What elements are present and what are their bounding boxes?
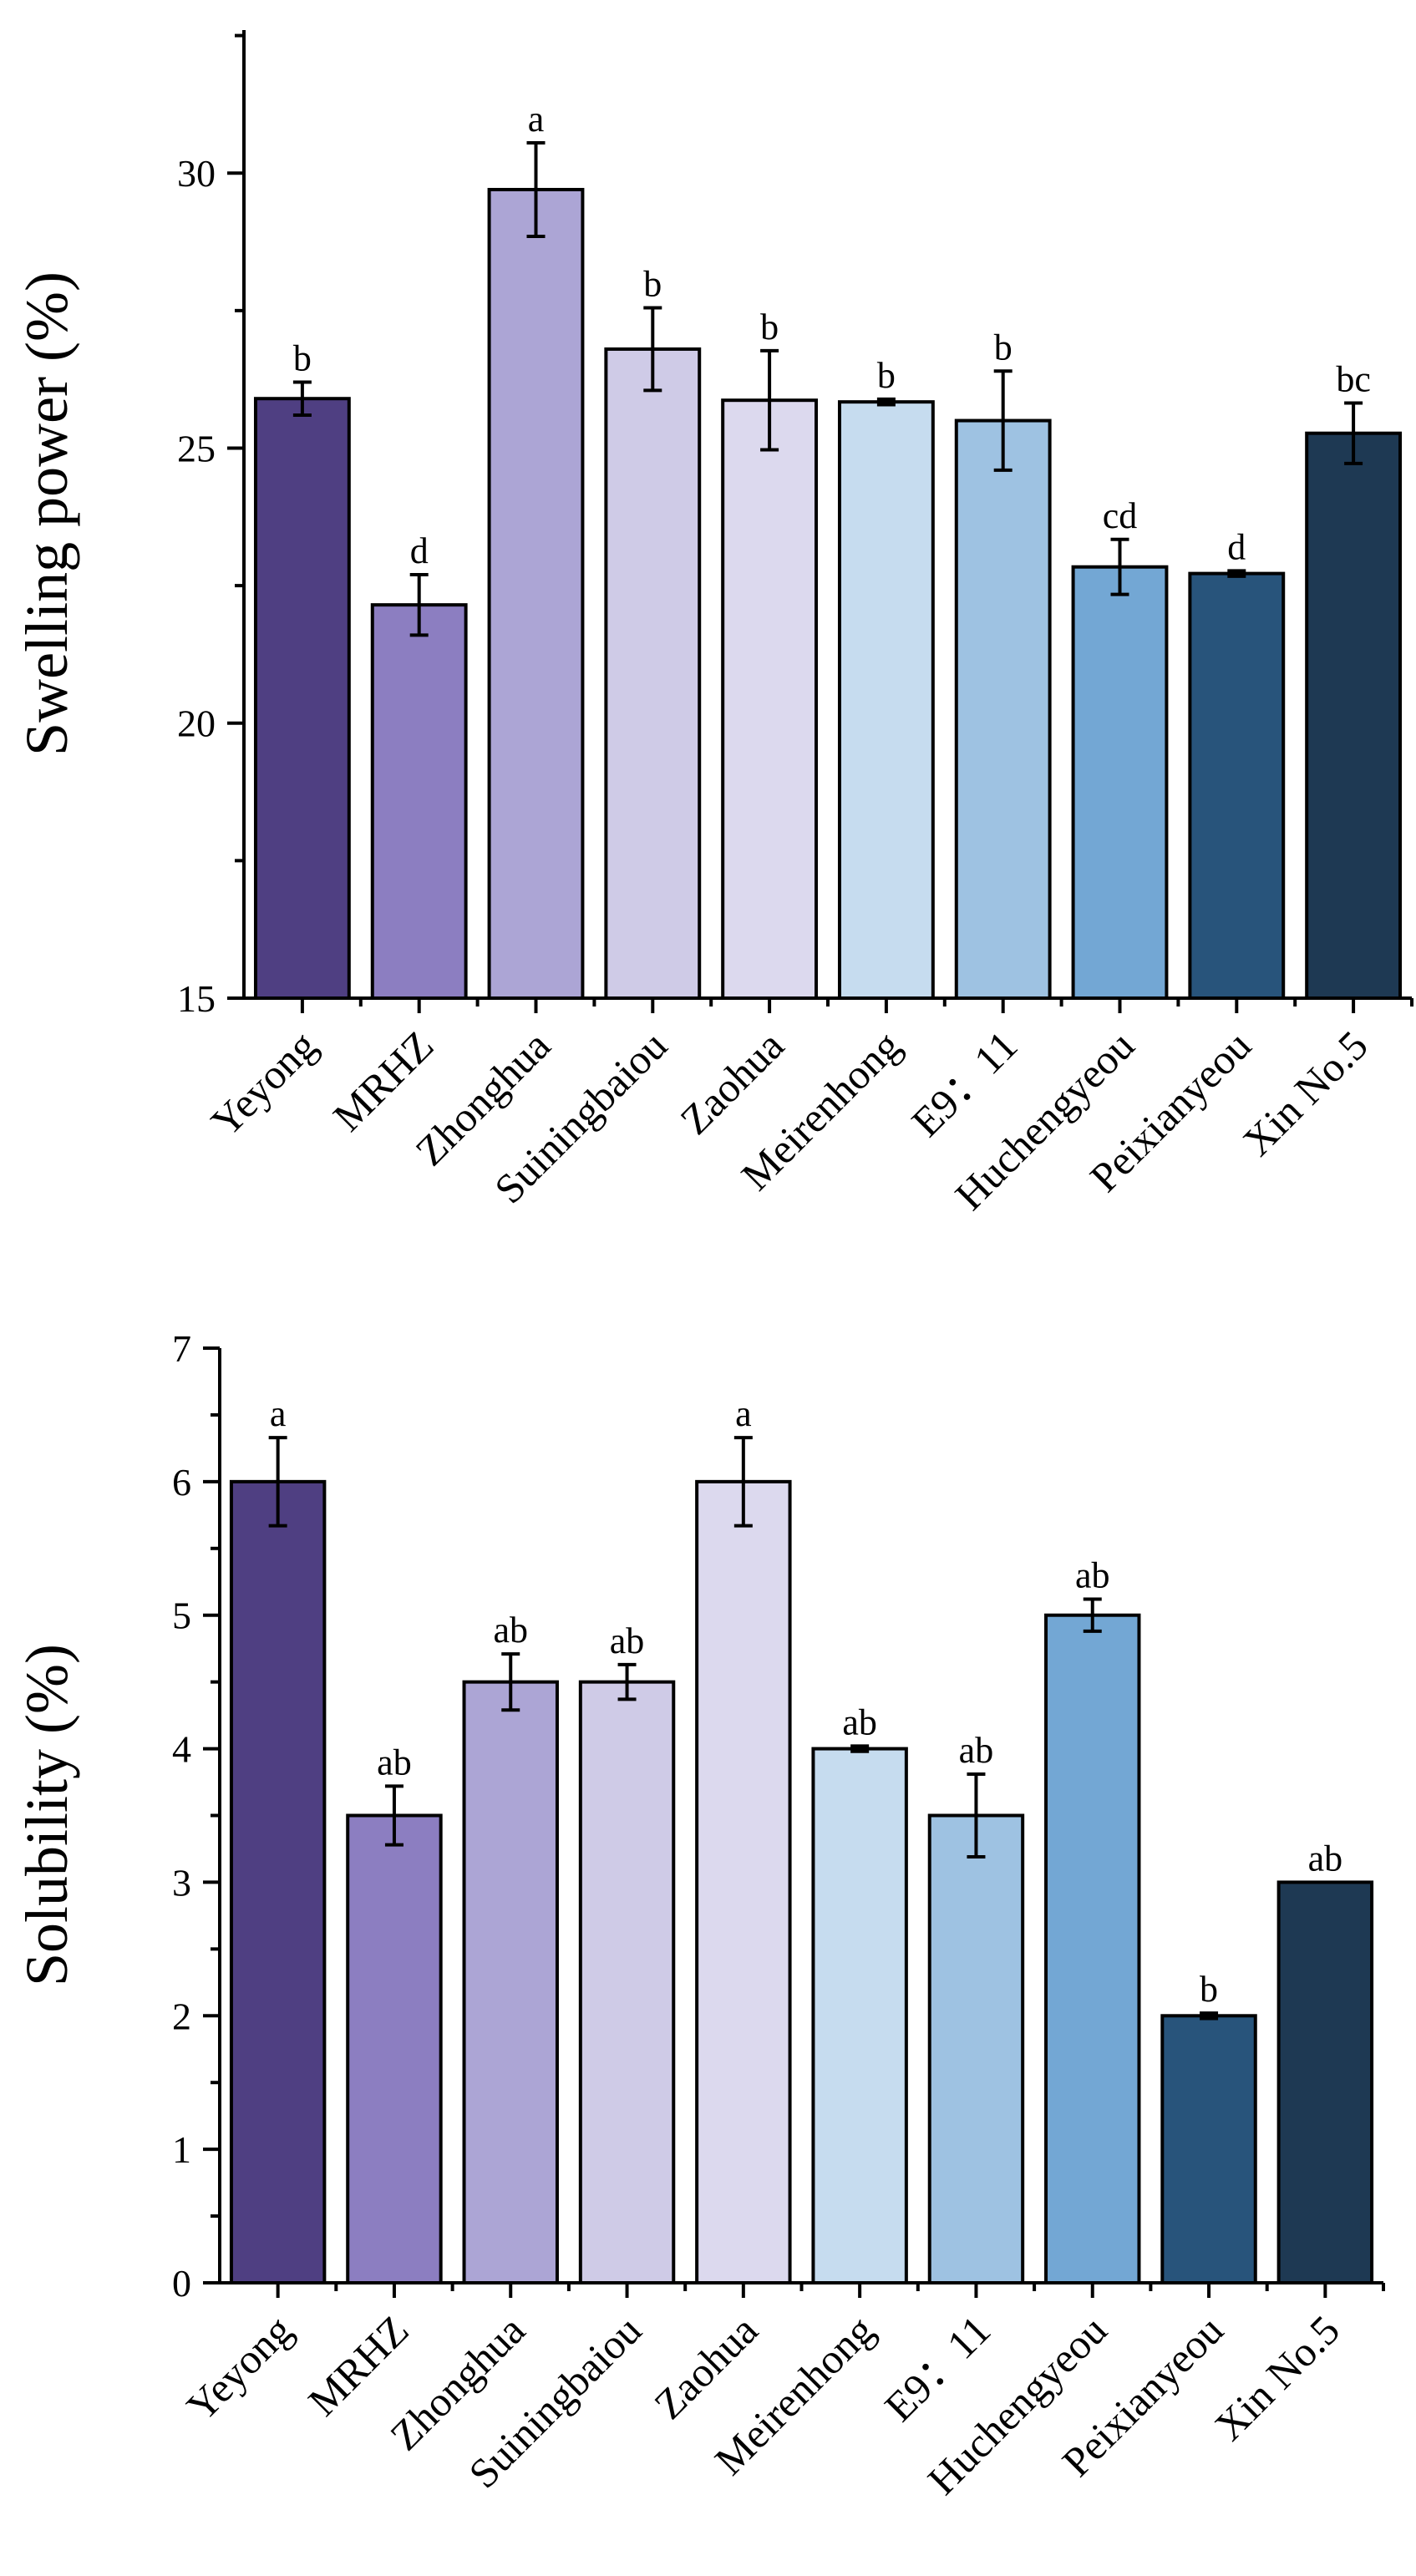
- bar-group: b: [1160, 1969, 1257, 2284]
- bar-group: a: [487, 99, 585, 1000]
- bar: [370, 603, 468, 1000]
- bar-group: cd: [1071, 495, 1169, 1000]
- bar: [604, 347, 702, 1000]
- bar-group: ab: [462, 1610, 559, 2284]
- chart-swelling-power: bYeyongdMRHZaZhonghuabSuiningbaioubZaohu…: [13, 30, 1413, 1219]
- bar: [721, 398, 819, 1000]
- bar: [346, 1813, 443, 2284]
- y-tick-label: 25: [177, 427, 216, 469]
- bar: [695, 1479, 792, 2285]
- bar: [837, 400, 935, 1000]
- bar: [1276, 1880, 1374, 2284]
- bar: [811, 1747, 908, 2285]
- bar: [229, 1479, 327, 2285]
- x-tick-label: Xin No.5: [1234, 1022, 1377, 1164]
- significance-letter: ab: [1075, 1555, 1110, 1596]
- significance-letter: ab: [610, 1620, 645, 1661]
- y-tick-label: 7: [172, 1327, 191, 1370]
- bar-group: ab: [346, 1742, 443, 2284]
- significance-letter: d: [1227, 526, 1246, 567]
- significance-letter: b: [760, 307, 779, 347]
- y-tick-label: 15: [177, 977, 216, 1020]
- significance-letter: b: [643, 264, 662, 305]
- y-tick-label: 30: [177, 152, 216, 195]
- significance-letter: b: [293, 337, 312, 378]
- x-tick-label: Yeyong: [177, 2306, 301, 2430]
- bar-group: ab: [811, 1701, 908, 2285]
- y-tick-label: 0: [172, 2262, 191, 2305]
- bar: [1160, 2014, 1257, 2284]
- bar-group: b: [837, 355, 935, 1000]
- significance-letter: ab: [959, 1730, 994, 1771]
- bar-group: b: [604, 264, 702, 1000]
- significance-letter: d: [410, 530, 429, 571]
- y-tick-label: 5: [172, 1595, 191, 1637]
- bar-group: a: [695, 1393, 792, 2285]
- y-tick-label: 6: [172, 1461, 191, 1504]
- significance-letter: ab: [493, 1610, 528, 1651]
- y-tick-label: 3: [172, 1861, 191, 1904]
- significance-letter: ab: [842, 1701, 877, 1742]
- significance-letter: a: [528, 99, 545, 139]
- y-tick-label: 20: [177, 702, 216, 745]
- bar: [954, 418, 1052, 1000]
- significance-letter: b: [994, 327, 1013, 368]
- bar: [578, 1680, 676, 2284]
- chart-solubility: aYeyongabMRHZabZhonghuaabSuiningbaiouaZa…: [13, 1327, 1385, 2503]
- bar: [1071, 565, 1169, 1000]
- bar: [1305, 431, 1403, 1000]
- y-tick-label: 1: [172, 2128, 191, 2171]
- bar: [487, 187, 585, 1000]
- significance-letter: b: [877, 355, 896, 396]
- bar-group: ab: [927, 1730, 1025, 2284]
- bar: [1044, 1613, 1141, 2284]
- bar-group: d: [370, 530, 468, 1000]
- bar-group: bc: [1305, 358, 1403, 1000]
- bar-group: ab: [1044, 1555, 1141, 2284]
- x-tick-label: Xin No.5: [1205, 2306, 1348, 2449]
- y-axis-title: Swelling power (%): [13, 271, 80, 756]
- significance-letter: ab: [377, 1742, 412, 1782]
- bar-group: ab: [1276, 1838, 1374, 2284]
- bar-group: ab: [578, 1620, 676, 2284]
- x-tick-label: Yeyong: [202, 1022, 326, 1145]
- bar-group: a: [229, 1393, 327, 2285]
- bar-group: b: [721, 307, 819, 1000]
- significance-letter: a: [270, 1393, 287, 1434]
- y-tick-label: 2: [172, 1995, 191, 2037]
- significance-letter: cd: [1103, 495, 1138, 536]
- bar: [253, 397, 351, 1001]
- y-axis-title: Solubility (%): [13, 1644, 80, 1986]
- bar-group: b: [253, 337, 351, 1001]
- bar: [927, 1813, 1025, 2284]
- bar: [1188, 571, 1286, 1001]
- bar-group: d: [1188, 526, 1286, 1001]
- bar: [462, 1680, 559, 2284]
- significance-letter: ab: [1308, 1838, 1343, 1879]
- y-tick-label: 4: [172, 1728, 191, 1771]
- bar-group: b: [954, 327, 1052, 1000]
- significance-letter: a: [735, 1393, 752, 1434]
- significance-letter: bc: [1336, 358, 1371, 399]
- significance-letter: b: [1200, 1969, 1218, 2010]
